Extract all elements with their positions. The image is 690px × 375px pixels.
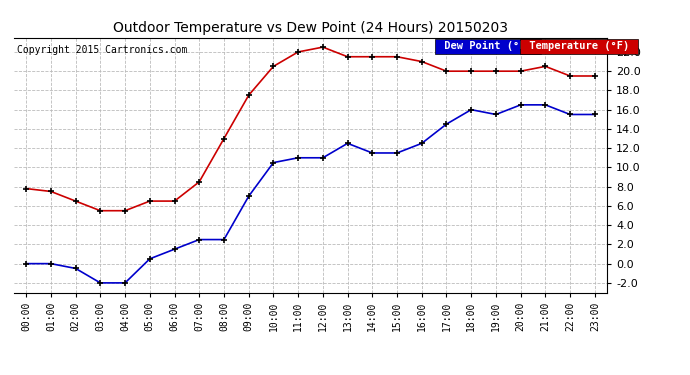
Title: Outdoor Temperature vs Dew Point (24 Hours) 20150203: Outdoor Temperature vs Dew Point (24 Hou… (113, 21, 508, 35)
Text: Copyright 2015 Cartronics.com: Copyright 2015 Cartronics.com (17, 45, 187, 55)
Text: Temperature (°F): Temperature (°F) (523, 41, 635, 51)
Text: Dew Point (°F): Dew Point (°F) (438, 41, 538, 51)
